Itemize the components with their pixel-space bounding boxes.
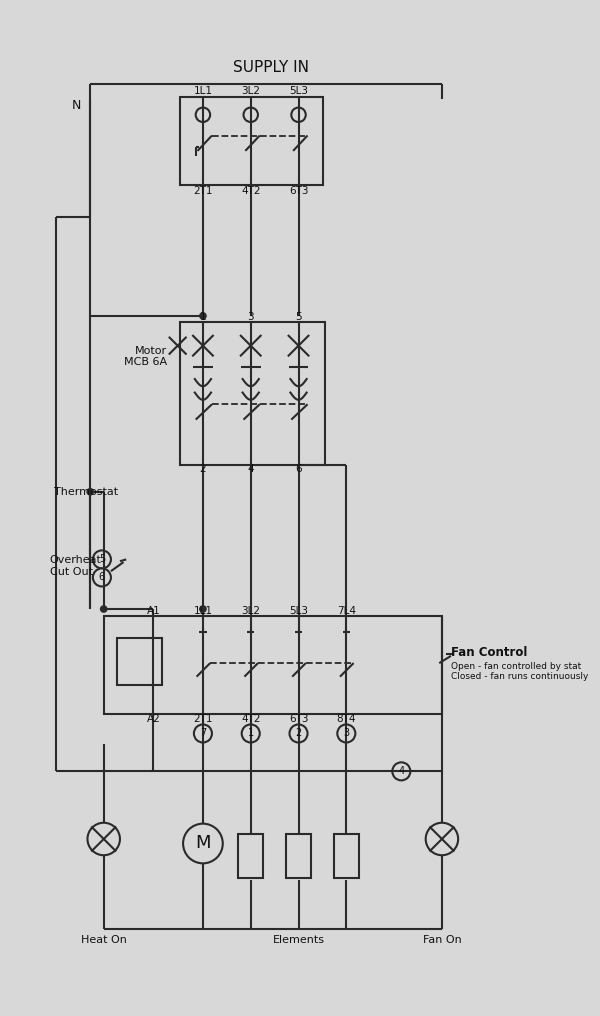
- Text: 6T3: 6T3: [289, 714, 308, 724]
- Text: 4T2: 4T2: [241, 186, 260, 195]
- Circle shape: [392, 762, 410, 780]
- Circle shape: [194, 724, 212, 743]
- Bar: [117, 638, 163, 685]
- Text: 5L3: 5L3: [289, 86, 308, 97]
- Text: 7L4: 7L4: [337, 606, 356, 616]
- Bar: [334, 834, 359, 878]
- Text: 6: 6: [295, 464, 302, 474]
- Circle shape: [425, 823, 458, 855]
- Text: Thermostat: Thermostat: [54, 487, 118, 497]
- Circle shape: [88, 823, 120, 855]
- Text: 2T1: 2T1: [193, 714, 212, 724]
- Bar: [181, 97, 323, 185]
- Text: Overheat
Cut Out: Overheat Cut Out: [50, 555, 101, 576]
- Text: Motor
MCB 6A: Motor MCB 6A: [124, 345, 167, 368]
- Text: 6: 6: [99, 572, 105, 582]
- Text: 6T3: 6T3: [289, 186, 308, 195]
- Text: 3: 3: [247, 312, 254, 322]
- Text: Heat On: Heat On: [81, 935, 127, 945]
- Text: 3L2: 3L2: [241, 606, 260, 616]
- Circle shape: [292, 108, 306, 122]
- Text: 2: 2: [295, 728, 302, 739]
- Text: A2: A2: [146, 714, 160, 724]
- Bar: [181, 322, 325, 464]
- Circle shape: [196, 108, 210, 122]
- Bar: [104, 617, 442, 713]
- Text: Fan On: Fan On: [422, 935, 461, 945]
- Text: Closed - fan runs continuously: Closed - fan runs continuously: [451, 673, 589, 681]
- Circle shape: [200, 606, 206, 613]
- Circle shape: [200, 313, 206, 319]
- Circle shape: [290, 724, 308, 743]
- Text: A1: A1: [146, 606, 160, 616]
- Text: 1L1: 1L1: [193, 86, 212, 97]
- Text: 8T4: 8T4: [337, 714, 356, 724]
- Text: 5L3: 5L3: [289, 606, 308, 616]
- Text: 3: 3: [343, 728, 349, 739]
- Text: 4: 4: [247, 464, 254, 474]
- Text: Fan Control: Fan Control: [451, 646, 527, 658]
- Text: 7: 7: [200, 728, 206, 739]
- Text: 1L1: 1L1: [193, 606, 212, 616]
- Text: 2T1: 2T1: [193, 186, 212, 195]
- Text: Open - fan controlled by stat: Open - fan controlled by stat: [451, 662, 581, 672]
- Text: 5: 5: [99, 555, 105, 565]
- Text: M: M: [195, 834, 211, 852]
- Text: N: N: [72, 100, 81, 112]
- Circle shape: [337, 724, 355, 743]
- Text: 2: 2: [200, 464, 206, 474]
- Circle shape: [87, 489, 94, 495]
- Text: 4T2: 4T2: [241, 714, 260, 724]
- Text: Elements: Elements: [272, 935, 325, 945]
- Bar: [286, 834, 311, 878]
- Circle shape: [93, 551, 111, 568]
- Circle shape: [242, 724, 260, 743]
- Text: 3L2: 3L2: [241, 86, 260, 97]
- Bar: [238, 834, 263, 878]
- Circle shape: [101, 606, 107, 613]
- Text: 4: 4: [398, 766, 404, 776]
- Text: SUPPLY IN: SUPPLY IN: [233, 60, 308, 75]
- Text: 1: 1: [200, 312, 206, 322]
- Text: 1: 1: [248, 728, 254, 739]
- Circle shape: [183, 824, 223, 864]
- Circle shape: [93, 568, 111, 586]
- Text: 5: 5: [295, 312, 302, 322]
- Circle shape: [244, 108, 258, 122]
